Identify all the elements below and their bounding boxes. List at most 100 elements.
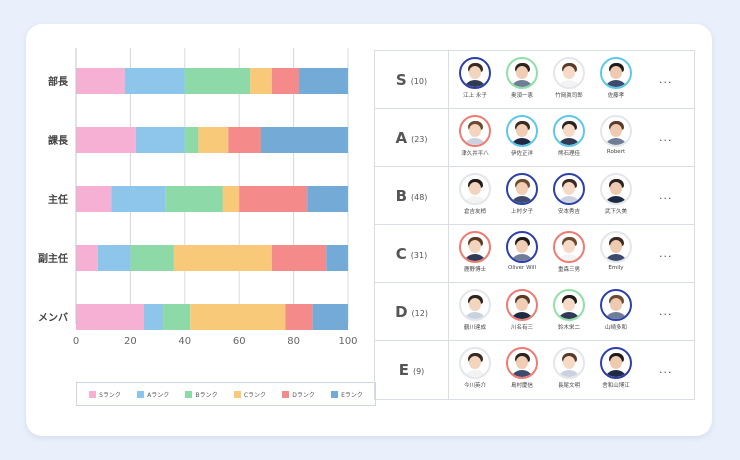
more-button[interactable]: ...	[659, 73, 673, 86]
rank-count: (10)	[410, 76, 428, 86]
person-card[interactable]: 熊石理佳	[549, 115, 589, 157]
more-button[interactable]: ...	[659, 305, 673, 318]
more-button[interactable]: ...	[659, 189, 673, 202]
avatar[interactable]	[506, 347, 538, 379]
person-name: 山崎多和	[604, 325, 627, 331]
avatar[interactable]	[459, 173, 491, 205]
avatar[interactable]	[553, 173, 585, 205]
avatar-face	[516, 240, 528, 253]
legend-item: Sランク	[89, 390, 121, 399]
avatar-body	[510, 196, 534, 203]
x-tick-label: 100	[338, 336, 357, 347]
person-card[interactable]: 安本秀吉	[549, 173, 589, 215]
rank-count: (31)	[410, 250, 428, 260]
rank-label: S (10)	[375, 51, 449, 108]
legend-label: Dランク	[292, 391, 315, 399]
avatar[interactable]	[459, 347, 491, 379]
person-name: 伊佐正洋	[510, 151, 533, 157]
person-card[interactable]: 山崎多和	[596, 289, 636, 331]
person-card[interactable]: 伊佐正洋	[502, 115, 542, 157]
avatar-face	[469, 182, 481, 195]
bar-segment	[97, 245, 131, 271]
legend-label: Sランク	[99, 391, 121, 399]
bar-segment	[173, 245, 272, 271]
avatar[interactable]	[553, 347, 585, 379]
person-card[interactable]: 舎和山博江	[596, 347, 636, 389]
person-card[interactable]: 川名有三	[502, 289, 542, 331]
person-card[interactable]: 重森三男	[549, 231, 589, 273]
bar-segment	[76, 304, 144, 330]
person-card[interactable]: Oliver Will	[502, 231, 542, 273]
bar-segment	[76, 68, 125, 94]
avatar[interactable]	[553, 115, 585, 147]
person-name: 津久井平八	[461, 151, 489, 157]
bar-segment	[326, 245, 348, 271]
avatar[interactable]	[506, 115, 538, 147]
bar-segment	[184, 68, 251, 94]
person-card[interactable]: Robert	[596, 115, 636, 157]
person-card[interactable]: 奥須一恵	[502, 57, 542, 99]
avatar[interactable]	[600, 115, 632, 147]
avatar[interactable]	[553, 289, 585, 321]
bar-segment	[198, 127, 229, 153]
avatar[interactable]	[459, 115, 491, 147]
person-name: 島村慶信	[510, 383, 533, 389]
avatar[interactable]	[553, 231, 585, 263]
person-card[interactable]: Emily	[596, 231, 636, 273]
avatar-body	[557, 254, 581, 261]
avatar[interactable]	[459, 57, 491, 89]
person-name: 鶴川達成	[463, 325, 486, 331]
rank-letter: B	[395, 186, 407, 205]
avatar-body	[510, 254, 534, 261]
legend-item: Dランク	[282, 390, 315, 399]
person-card[interactable]: 鈴木栄二	[549, 289, 589, 331]
bar-segment	[124, 68, 185, 94]
more-button[interactable]: ...	[659, 131, 673, 144]
person-name: 倉吉友梢	[463, 209, 486, 215]
rank-row: B (48) 倉吉友梢 上村夕子 安本秀吉 武下久美...	[375, 167, 694, 225]
avatar[interactable]	[600, 347, 632, 379]
avatar[interactable]	[459, 231, 491, 263]
avatar[interactable]	[600, 289, 632, 321]
avatar-body	[604, 80, 628, 87]
avatar-body	[463, 254, 487, 261]
avatar[interactable]	[506, 57, 538, 89]
avatar-body	[510, 312, 534, 319]
bar-segment	[135, 127, 185, 153]
avatar[interactable]	[506, 231, 538, 263]
avatar[interactable]	[506, 289, 538, 321]
legend-item: Bランク	[185, 390, 218, 399]
more-button[interactable]: ...	[659, 247, 673, 260]
person-card[interactable]: 津久井平八	[455, 115, 495, 157]
avatar-face	[563, 124, 575, 137]
person-name: 長尾文明	[557, 383, 580, 389]
bar-segment	[299, 68, 348, 94]
avatar[interactable]	[600, 231, 632, 263]
avatar-face	[563, 182, 575, 195]
person-card[interactable]: 武下久美	[596, 173, 636, 215]
person-card[interactable]: 竹岡眞司郎	[549, 57, 589, 99]
avatar[interactable]	[600, 57, 632, 89]
person-card[interactable]: 鶴川達成	[455, 289, 495, 331]
person-card[interactable]: 佐藤孝	[596, 57, 636, 99]
person-card[interactable]: 鹿野博士	[455, 231, 495, 273]
x-tick-label: 0	[73, 336, 79, 347]
legend-label: Cランク	[243, 391, 267, 399]
avatar[interactable]	[459, 289, 491, 321]
person-card[interactable]: 島村慶信	[502, 347, 542, 389]
avatar[interactable]	[553, 57, 585, 89]
person-card[interactable]: 今川英介	[455, 347, 495, 389]
avatar-face	[469, 240, 481, 253]
person-card[interactable]: 上村夕子	[502, 173, 542, 215]
person-card[interactable]: 江上 永子	[455, 57, 495, 99]
more-button[interactable]: ...	[659, 363, 673, 376]
person-card[interactable]: 長尾文明	[549, 347, 589, 389]
bar-segment	[285, 304, 313, 330]
avatar[interactable]	[506, 173, 538, 205]
person-card[interactable]: 倉吉友梢	[455, 173, 495, 215]
x-tick-label: 80	[287, 336, 300, 347]
bar-segment	[76, 245, 98, 271]
avatar-face	[563, 66, 575, 79]
avatar-body	[604, 254, 628, 261]
avatar[interactable]	[600, 173, 632, 205]
